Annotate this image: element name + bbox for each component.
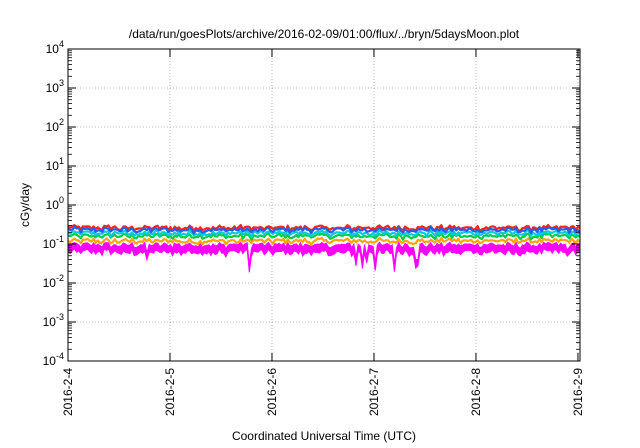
x-tick-label: 2016-2-6 [265, 368, 279, 416]
plot-area [67, 223, 581, 273]
y-axis-label: cGy/day [18, 183, 32, 227]
x-tick-label: 2016-2-9 [571, 368, 585, 416]
x-tick-label: 2016-2-5 [163, 368, 177, 416]
y-tick-label: 100 [46, 195, 64, 212]
chart-title: /data/run/goesPlots/archive/2016-02-09/0… [129, 27, 520, 41]
series-line [67, 225, 581, 235]
grid-lines [67, 48, 580, 362]
y-tick-label: 102 [46, 117, 64, 134]
series-band [67, 241, 581, 273]
series-line [67, 232, 581, 241]
y-tick-label: 10-3 [43, 312, 64, 329]
y-tick-label: 10-2 [43, 273, 64, 290]
x-tick-label: 2016-2-8 [469, 368, 483, 416]
series-line [67, 229, 581, 238]
series-line [67, 223, 581, 233]
x-tick-label: 2016-2-4 [61, 368, 75, 416]
x-axis: 2016-2-4 2016-2-5 2016-2-6 2016-2-7 2016-2-8… [61, 49, 585, 416]
y-tick-label: 101 [46, 156, 64, 173]
x-axis-label: Coordinated Universal Time (UTC) [232, 429, 416, 443]
y-tick-label: 10-1 [43, 234, 64, 251]
series-line [67, 236, 581, 246]
y-tick-label: 103 [46, 78, 64, 95]
y-axis: 10-4 10-3 10-2 10-1 100 101 102 103 104 [43, 39, 580, 368]
x-tick-label: 2016-2-7 [367, 368, 381, 416]
y-tick-label: 104 [46, 39, 64, 56]
y-tick-label: 10-4 [43, 351, 64, 368]
